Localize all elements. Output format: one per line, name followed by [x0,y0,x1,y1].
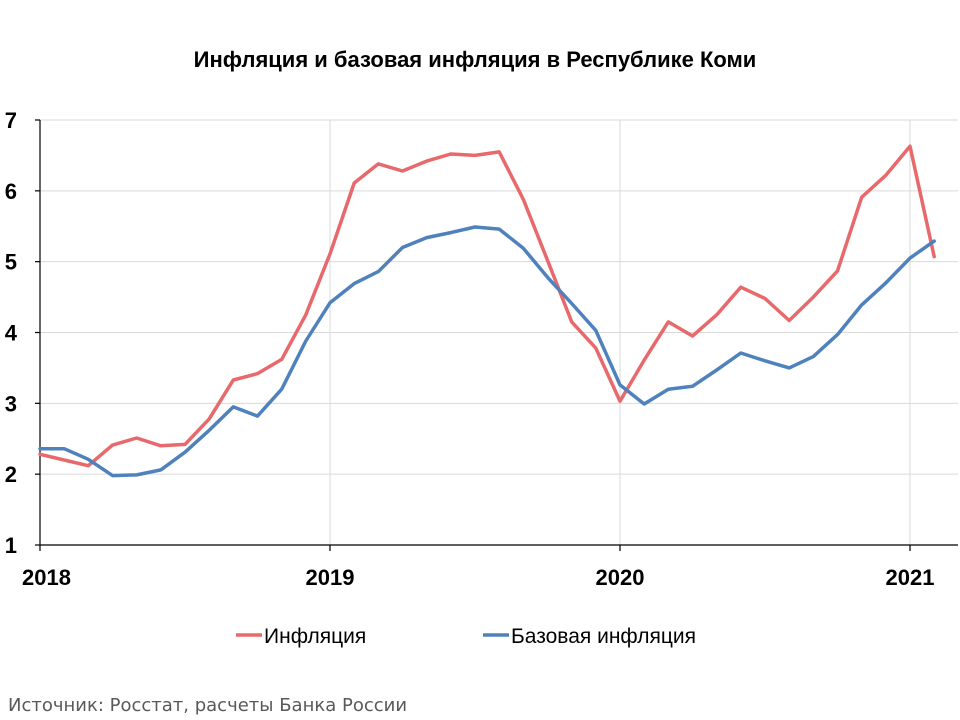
x-tick-labels: 2018 2019 2020 2021 [22,565,934,590]
x-tick-label-2018: 2018 [22,565,71,590]
series-line-2 [38,225,936,478]
chart-title: Инфляция и базовая инфляция в Республике… [194,47,757,72]
y-tick-label-7: 7 [5,108,17,133]
legend-label-2: Базовая инфляция [511,625,696,648]
legend: Инфляция Базовая инфляция [236,625,696,648]
legend-label-1: Инфляция [264,625,366,648]
y-tick-label-3: 3 [5,391,17,416]
source-note: Источник: Росстат, расчеты Банка России [8,695,407,716]
series-line-1 [38,144,936,468]
gridlines [40,119,958,545]
y-tick-label-2: 2 [5,462,17,487]
y-tick-label-1: 1 [5,533,17,558]
y-tick-label-5: 5 [5,250,17,275]
axes [35,119,958,551]
y-tick-label-4: 4 [5,321,18,346]
x-tick-label-2021: 2021 [886,565,935,590]
x-tick-label-2020: 2020 [596,565,645,590]
y-tick-labels: 1 2 3 4 5 6 7 [5,108,18,558]
series [38,144,936,478]
x-tick-label-2019: 2019 [306,565,355,590]
y-tick-label-6: 6 [5,179,17,204]
